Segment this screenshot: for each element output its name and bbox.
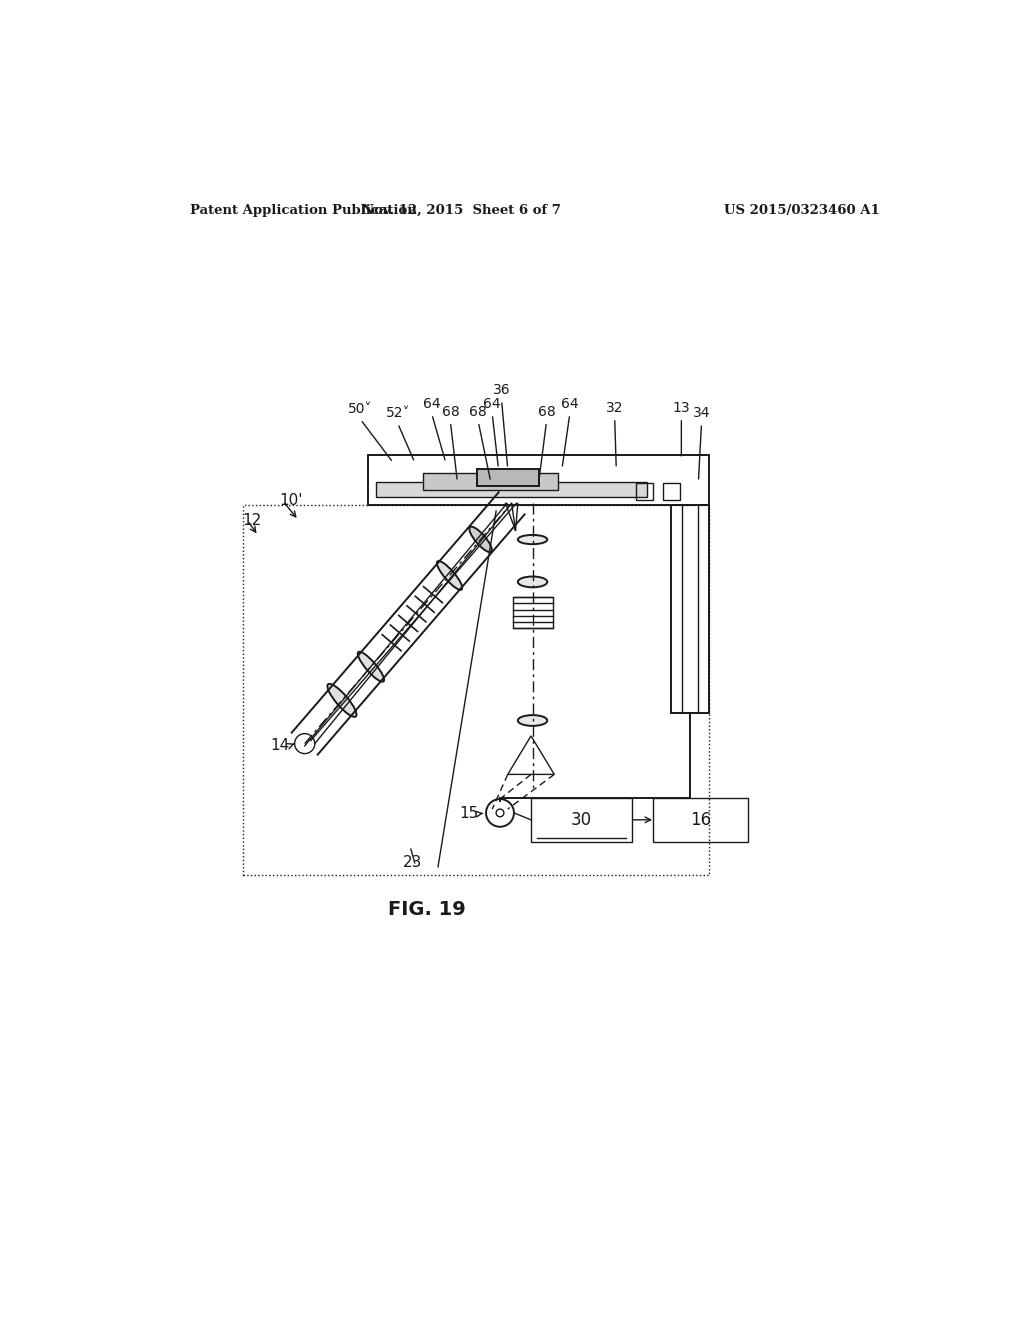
Text: 64: 64: [561, 397, 579, 411]
Bar: [531, 797, 632, 842]
Bar: [636, 483, 652, 499]
Text: 12: 12: [243, 512, 262, 528]
Bar: [243, 506, 710, 875]
Bar: [376, 482, 647, 498]
Ellipse shape: [518, 535, 547, 544]
Text: 10': 10': [280, 494, 303, 508]
Ellipse shape: [357, 652, 384, 681]
Bar: [671, 506, 710, 713]
Text: Patent Application Publication: Patent Application Publication: [190, 205, 417, 218]
Text: 30: 30: [570, 810, 592, 829]
Text: US 2015/0323460 A1: US 2015/0323460 A1: [724, 205, 880, 218]
Text: 68: 68: [538, 405, 555, 418]
Text: 50˅: 50˅: [348, 403, 373, 416]
Text: FIG. 19: FIG. 19: [387, 900, 465, 919]
Text: 36: 36: [493, 383, 510, 397]
Bar: [653, 797, 748, 842]
Text: 13: 13: [673, 401, 690, 414]
Text: 32: 32: [606, 401, 624, 414]
Text: 68: 68: [441, 405, 460, 418]
Bar: [513, 598, 553, 628]
Text: 68: 68: [469, 405, 487, 418]
Bar: [423, 473, 558, 490]
Text: Nov. 12, 2015  Sheet 6 of 7: Nov. 12, 2015 Sheet 6 of 7: [361, 205, 561, 218]
Text: 34: 34: [693, 407, 711, 420]
Ellipse shape: [518, 715, 547, 726]
Ellipse shape: [469, 527, 492, 552]
Text: 16: 16: [690, 810, 712, 829]
Ellipse shape: [518, 577, 547, 587]
Bar: [663, 483, 680, 499]
Bar: [369, 455, 710, 506]
Bar: [477, 469, 539, 486]
Text: 23: 23: [403, 855, 423, 870]
Ellipse shape: [328, 684, 356, 717]
Text: 64: 64: [423, 397, 440, 411]
Text: 64: 64: [483, 397, 501, 411]
Text: 14: 14: [270, 738, 289, 752]
Text: 15: 15: [459, 807, 478, 821]
Text: 52˅: 52˅: [385, 407, 410, 420]
Ellipse shape: [437, 561, 462, 590]
